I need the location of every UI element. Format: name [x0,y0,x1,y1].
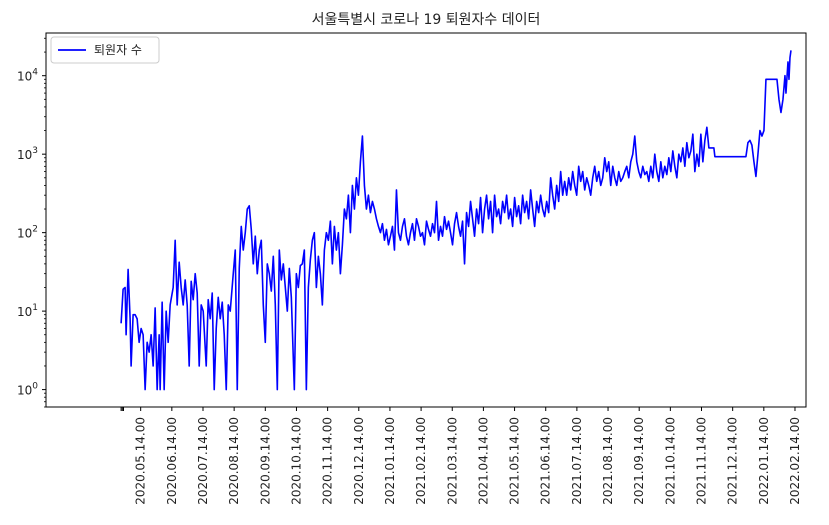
legend: 퇴원자 수 [50,36,160,64]
x-tick-label: 2021.10.14.00 [663,417,677,505]
x-tick-label: 2021.09.14.00 [632,417,646,505]
x-tick-label: 2021.08.14.00 [601,417,615,505]
legend-box [50,36,160,64]
y-tick-label: 104 [17,68,38,84]
x-tick-label: 2020.05.14.00 [134,417,148,505]
x-tick-label: 2022.02.14.00 [788,417,802,505]
x-tick-label: 2021.03.14.00 [445,417,459,505]
x-tick-label: 2022.01.14.00 [757,417,771,505]
series-line-discharged [120,50,792,391]
y-tick-label: 103 [17,146,38,162]
y-tick-label: 102 [17,225,38,241]
x-tick-label: 2020.09.14.00 [258,417,272,505]
x-tick-label: 2020.11.14.00 [321,417,335,505]
x-tick-label: 2021.04.14.00 [476,417,490,505]
x-tick-label: 2021.07.14.00 [570,417,584,505]
y-axis-ticks: 100 101 102 103 104 [17,37,46,408]
x-axis-ticks: 2020.05.14.00 2020.06.14.00 2020.07.14.00 2… [120,407,802,505]
x-tick-label: 2020.12.14.00 [352,417,366,505]
axes [45,32,807,408]
x-tick-label: 2021.05.14.00 [508,417,522,505]
x-tick-label: 2020.07.14.00 [196,417,210,505]
y-tick-label: 101 [17,303,38,319]
x-tick-label: 2021.11.14.00 [695,417,709,505]
x-tick-label: 2021.02.14.00 [414,417,428,505]
x-tick-label: 2021.12.14.00 [726,417,740,505]
x-tick-label: 2021.01.14.00 [383,417,397,505]
x-tick-label: 2020.08.14.00 [227,417,241,505]
x-tick-label: 2020.10.14.00 [289,417,303,505]
legend-label: 퇴원자 수 [94,43,142,57]
series-group [120,50,792,391]
y-tick-label: 100 [17,382,38,398]
plot-frame [45,32,807,408]
x-tick-label: 2021.06.14.00 [539,417,553,505]
x-tick-label: 2020.06.14.00 [165,417,179,505]
chart-title: 서울특별시 코로나 19 퇴원자수 데이터 [312,12,541,28]
